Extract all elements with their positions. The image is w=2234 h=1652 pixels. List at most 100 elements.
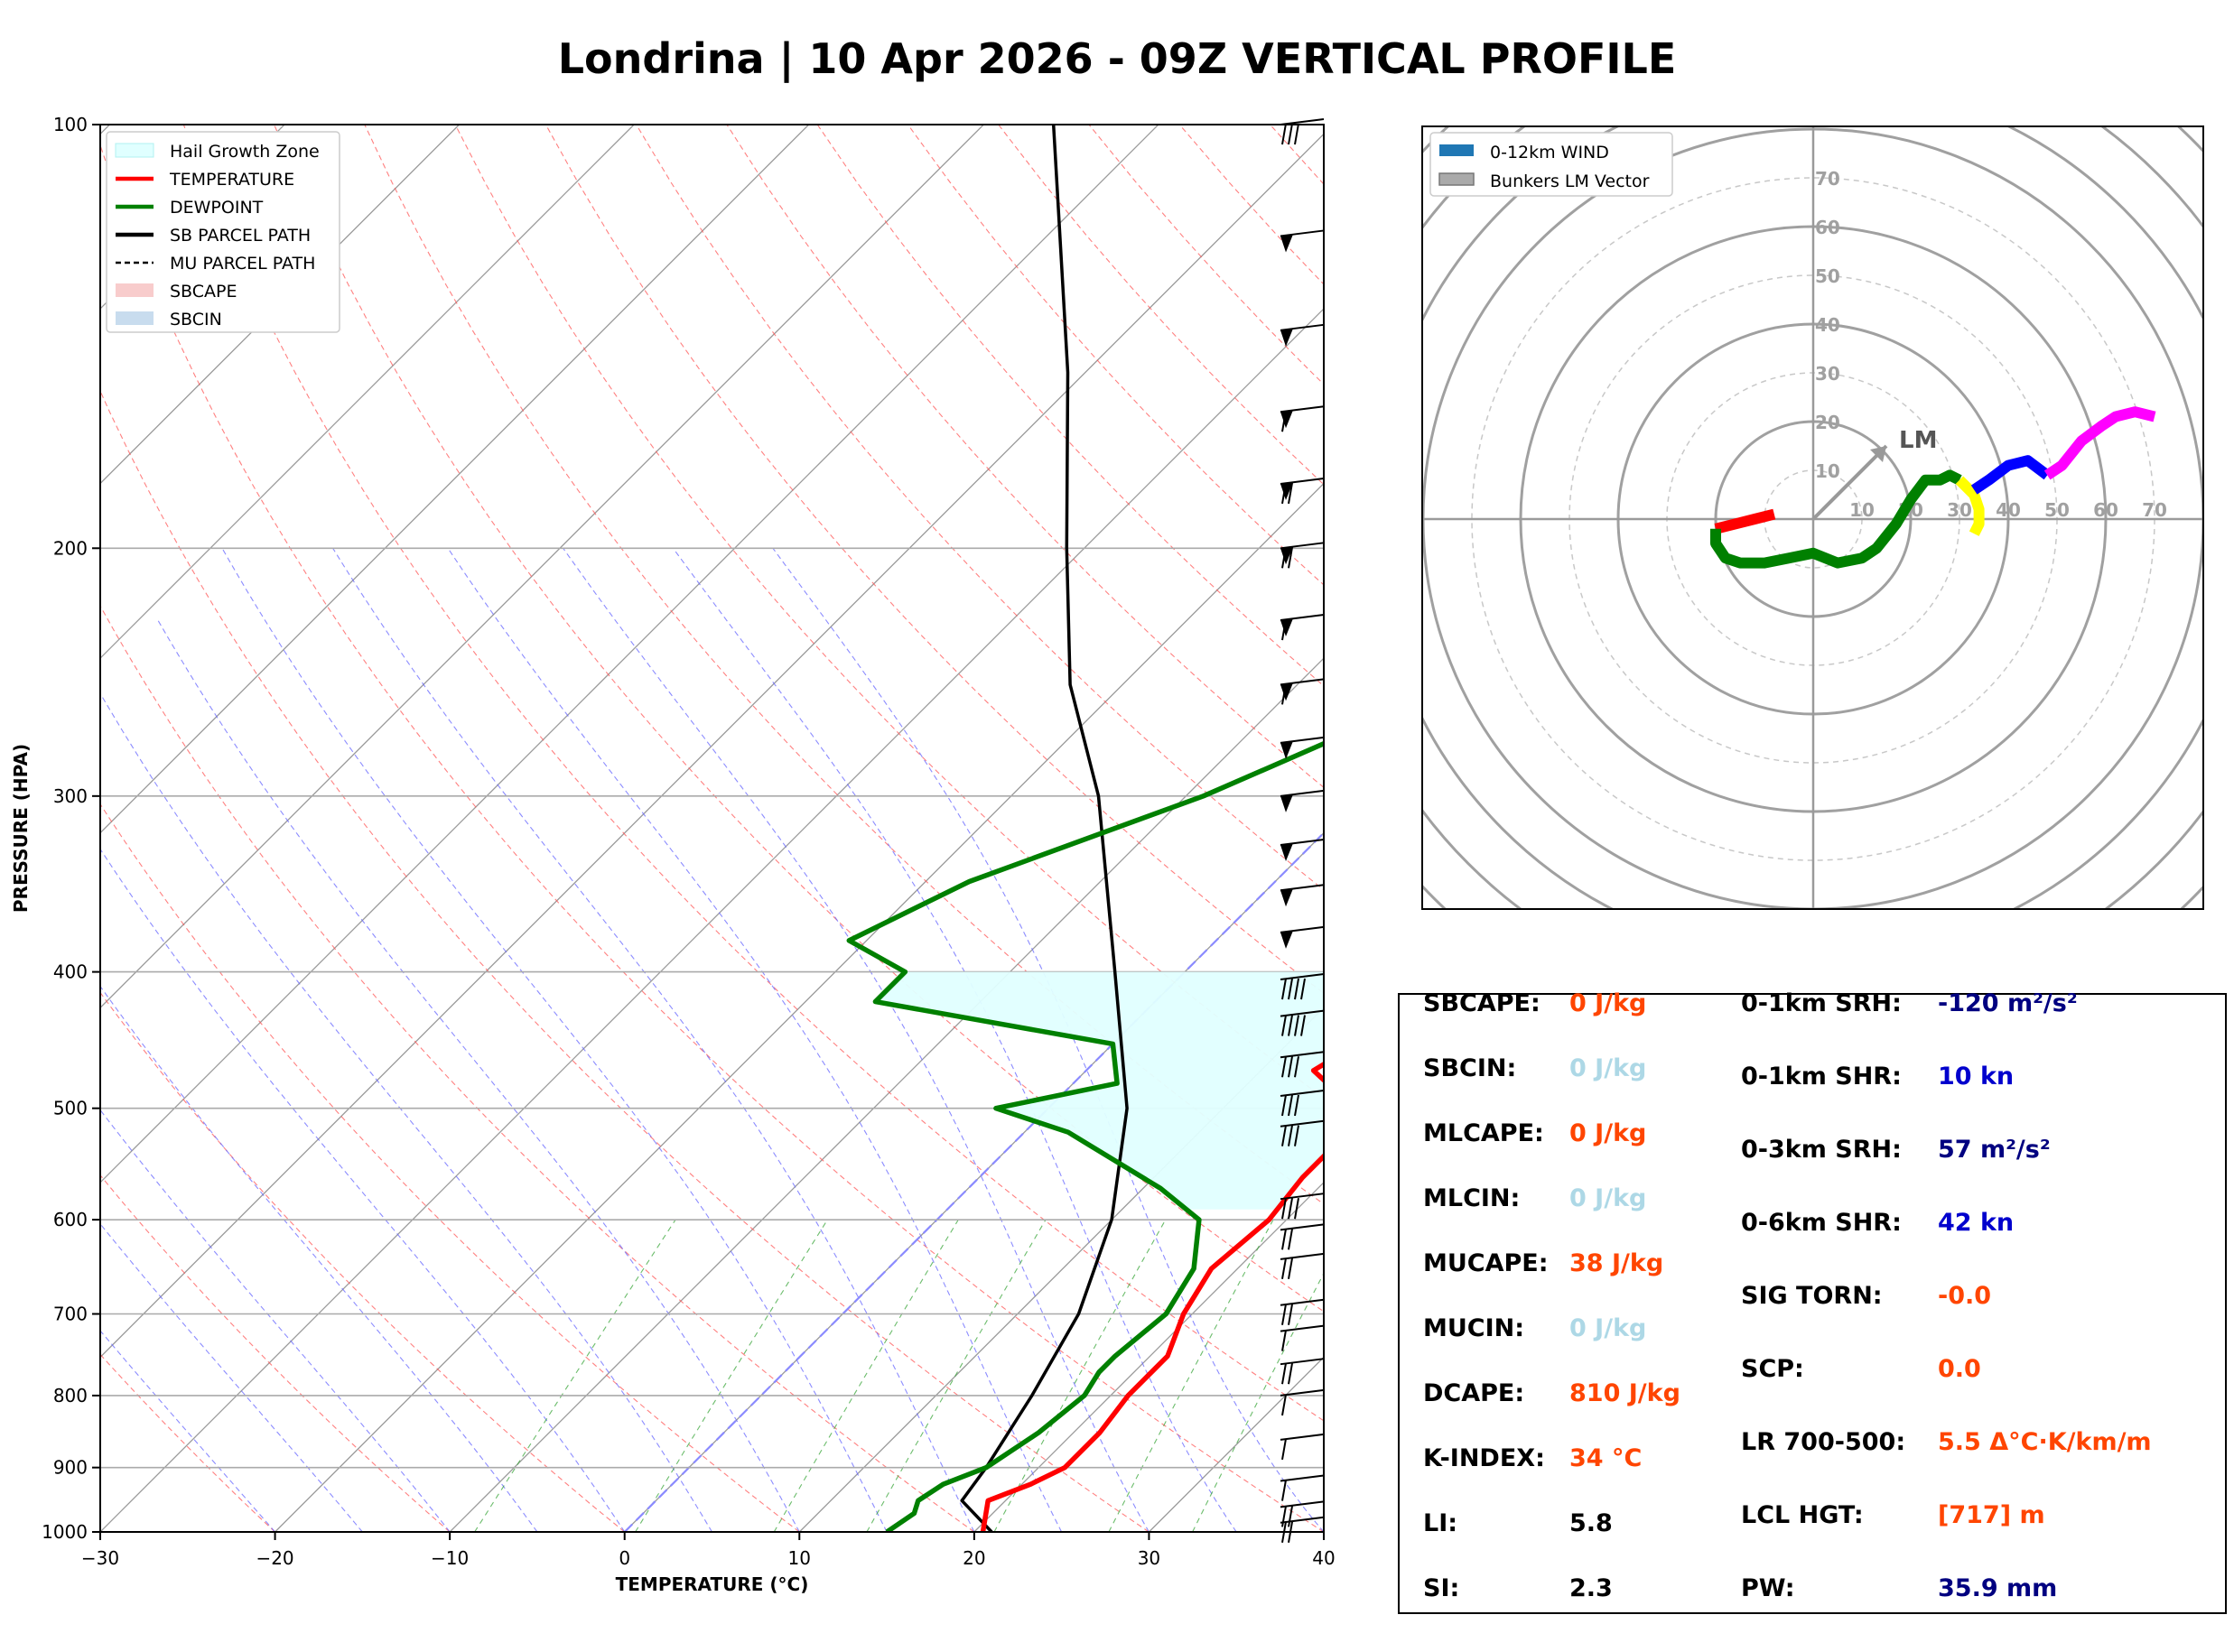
y-tick-label: 1000 [42, 1521, 88, 1543]
wind-barb-tick [1281, 547, 1287, 569]
wind-barb-flag [1280, 682, 1293, 701]
stat-right-label: 0-1km SRH: [1741, 989, 1902, 1017]
hodograph-segment [1970, 455, 2051, 495]
wind-barb-staff [1280, 1223, 1325, 1231]
isotherm-line [100, 133, 1324, 1359]
dry-adiabat-line [100, 144, 1324, 1532]
y-tick-label: 400 [53, 961, 88, 983]
wind-barb [1280, 884, 1325, 907]
stat-right-label: 0-1km SHR: [1741, 1063, 1902, 1091]
wind-barb-tick [1294, 1056, 1299, 1078]
wind-barb-tick [1288, 1125, 1293, 1146]
moist-adiabat-line [157, 619, 800, 1532]
stat-right-value: 5.5 Δ°C·K/km/m [1938, 1428, 2152, 1456]
wind-barb-tick [1288, 1056, 1293, 1078]
y-tick-label: 600 [53, 1209, 88, 1230]
stat-left-value: 810 J/kg [1569, 1379, 1680, 1407]
wind-barb-flag [1280, 618, 1293, 637]
wind-barb-tick [1281, 482, 1287, 505]
wind-barb [1280, 1474, 1325, 1501]
mixing-ratio-line [993, 1219, 1167, 1532]
hodograph-segment [2043, 406, 2156, 480]
wind-barb-flag [1280, 234, 1293, 253]
wind-barb-staff [1280, 118, 1325, 125]
wind-barb-tick [1288, 123, 1293, 145]
hodograph-frame [1421, 125, 2204, 910]
wind-barb [1280, 839, 1325, 862]
wind-barb-tick [1281, 1363, 1287, 1385]
wind-barb [1280, 614, 1325, 641]
wind-barb [1280, 1252, 1325, 1280]
moist-adiabat-line [772, 547, 1324, 1532]
ring-label-y: 30 [1815, 363, 1840, 385]
wind-barb-tick [1294, 1198, 1299, 1220]
wind-barb-tick [1294, 123, 1299, 145]
moist-adiabat-line [100, 985, 538, 1532]
wind-barb [1280, 1358, 1325, 1385]
y-tick-label: 500 [53, 1098, 88, 1119]
stat-left-value: 0 J/kg [1569, 1184, 1647, 1212]
wind-barb-flag [1280, 794, 1293, 812]
x-tick-label: 20 [963, 1547, 985, 1569]
wind-barb-flag [1280, 843, 1293, 862]
stat-right-label: SCP: [1741, 1355, 1804, 1383]
wind-barb-tick [1281, 1015, 1287, 1036]
ring-label-x: 40 [1996, 499, 2021, 521]
isotherm-line [100, 125, 635, 660]
stat-left-value: 0 J/kg [1569, 1054, 1647, 1082]
wind-barb-tick [1281, 618, 1287, 641]
wind-barb-tick [1294, 1125, 1299, 1146]
ring-label-y: 10 [1815, 460, 1840, 482]
isotherm-line [973, 1181, 1324, 1532]
stat-right-label: 0-6km SHR: [1741, 1209, 1902, 1237]
stat-right-label: PW: [1741, 1574, 1795, 1602]
ring-label-x: 50 [2044, 499, 2070, 521]
ring-label-x: 10 [1849, 499, 1875, 521]
isotherm-line [100, 125, 461, 485]
wind-barb-tick [1281, 411, 1287, 432]
wind-barb [1280, 477, 1325, 505]
isotherm-line [275, 482, 1324, 1532]
wind-barb-tick [1281, 1094, 1287, 1117]
wind-barb-flag [1280, 546, 1293, 565]
wind-barb-tick [1281, 1125, 1287, 1146]
legend-box [106, 131, 340, 333]
wind-barb [1280, 1298, 1325, 1325]
wind-barb [1280, 1516, 1325, 1543]
wind-barb-tick [1300, 1015, 1306, 1036]
x-tick-label: 40 [1312, 1547, 1335, 1569]
wind-barb-tick [1288, 547, 1293, 569]
lm-label: LM [1899, 427, 1937, 454]
legend-label: SBCIN [170, 310, 222, 329]
wind-barb-tick [1281, 978, 1287, 1000]
stat-left-label: SI: [1423, 1574, 1460, 1602]
hodograph-segment [1710, 469, 1962, 569]
wind-barb [1280, 229, 1325, 253]
hodograph-segment [1955, 476, 1985, 536]
x-tick-label: 10 [788, 1547, 811, 1569]
x-tick-label: −10 [431, 1547, 469, 1569]
stat-right-value: 57 m²/s² [1938, 1136, 2051, 1164]
wind-barb [1280, 973, 1325, 1000]
legend-box [1429, 132, 1673, 197]
stat-right-value: [717] m [1938, 1501, 2045, 1529]
lm-vector [1811, 444, 1888, 521]
wind-barb [1280, 323, 1325, 347]
wind-barb-tick [1281, 683, 1287, 705]
x-tick-label: 0 [619, 1547, 630, 1569]
wind-barb-staff [1280, 1090, 1325, 1098]
wind-barb [1280, 789, 1325, 812]
stat-right-value: 10 kn [1938, 1063, 2015, 1091]
y-tick-label: 200 [53, 537, 88, 559]
x-tick-label: −30 [81, 1547, 119, 1569]
wind-barb-staff [1280, 1051, 1325, 1059]
wind-barb [1280, 1433, 1325, 1461]
y-tick-label: 100 [53, 114, 88, 135]
chart-title: Londrina | 10 Apr 2026 - 09Z VERTICAL PR… [557, 34, 1677, 83]
wind-barb-tick [1281, 1330, 1287, 1351]
wind-barb [1280, 542, 1325, 569]
dry-adiabat-line [100, 991, 626, 1532]
wind-barb [1280, 1009, 1325, 1036]
wind-barb-staff [1280, 1252, 1325, 1260]
x-axis-label: TEMPERATURE (°C) [616, 1573, 809, 1595]
